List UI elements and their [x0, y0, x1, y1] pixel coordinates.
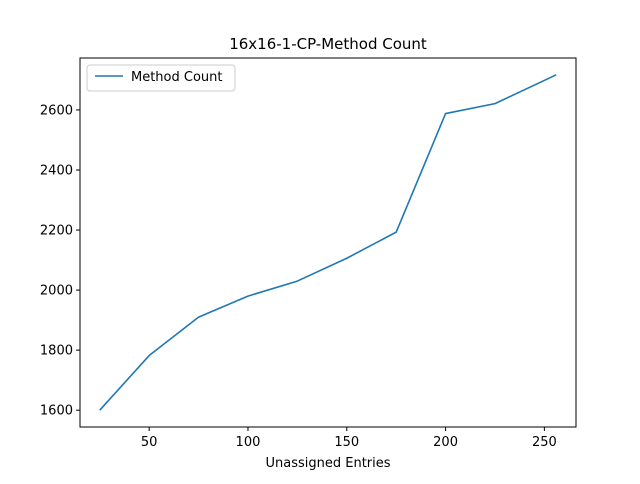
legend-label: Method Count — [131, 70, 223, 85]
y-tick-label: 2000 — [40, 284, 73, 299]
data-point — [444, 112, 446, 114]
x-tick-label: 250 — [532, 435, 557, 450]
x-axis-label: Unassigned Entries — [265, 456, 390, 471]
x-tick-label: 200 — [433, 435, 458, 450]
plot-frame — [79, 57, 577, 428]
x-tick-label: 50 — [141, 435, 158, 450]
data-point — [197, 316, 199, 318]
data-point — [247, 295, 249, 297]
data-point — [494, 102, 496, 104]
data-point — [99, 409, 101, 411]
x-axis: 50 100 150 200 250 — [141, 427, 557, 450]
y-tick-label: 1800 — [40, 344, 73, 359]
legend: Method Count — [86, 64, 236, 92]
series-layer — [99, 74, 557, 411]
x-tick-label: 150 — [334, 435, 359, 450]
y-tick-label: 2400 — [40, 163, 73, 178]
y-tick-label: 1600 — [40, 404, 73, 419]
series-line — [99, 74, 557, 411]
data-point — [555, 74, 557, 76]
data-point — [346, 257, 348, 259]
y-tick-label: 2600 — [40, 103, 73, 118]
x-tick-label: 100 — [236, 435, 261, 450]
data-point — [395, 231, 397, 233]
y-axis: 1600 1800 2000 2200 2400 2600 — [40, 103, 80, 419]
data-point — [296, 280, 298, 282]
y-tick-label: 2200 — [40, 224, 73, 239]
data-point — [148, 354, 150, 356]
chart-title: 16x16-1-CP-Method Count — [229, 35, 427, 53]
legend-box — [86, 64, 236, 92]
